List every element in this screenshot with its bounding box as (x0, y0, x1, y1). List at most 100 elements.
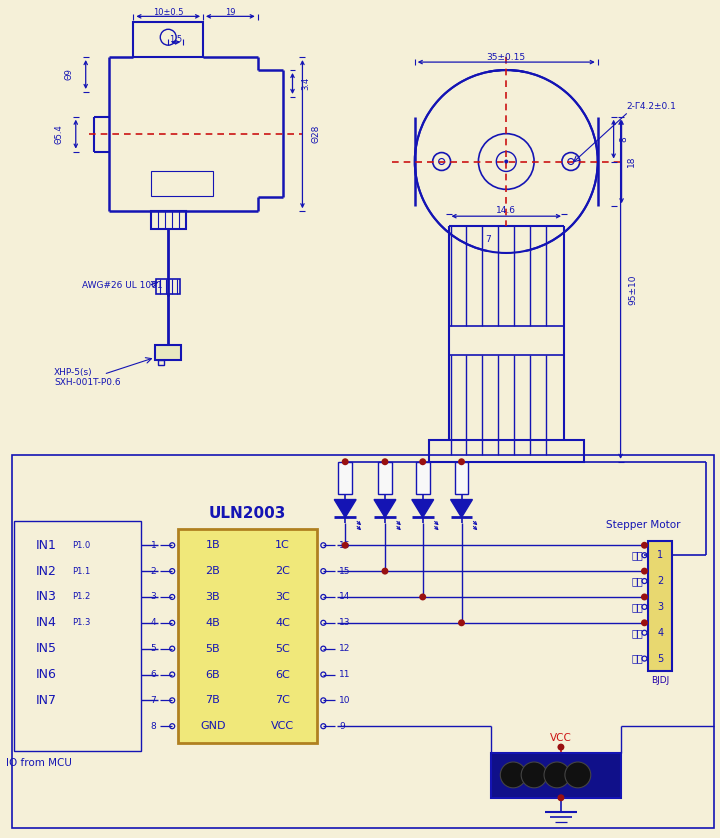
Text: 8: 8 (619, 137, 628, 142)
Circle shape (458, 619, 465, 626)
Text: IN3: IN3 (36, 591, 57, 603)
Text: 19: 19 (225, 8, 235, 17)
Circle shape (557, 743, 564, 751)
Circle shape (342, 458, 348, 465)
Polygon shape (334, 499, 356, 517)
Text: 10: 10 (339, 696, 351, 705)
Bar (158, 360, 164, 365)
Bar (428, 440, 584, 462)
Text: 35±0.15: 35±0.15 (487, 53, 526, 62)
Text: SXH-001T-P0.6: SXH-001T-P0.6 (54, 378, 120, 386)
Bar (14, 521, 141, 751)
Text: 2-Γ4.2±0.1: 2-Γ4.2±0.1 (626, 102, 676, 111)
Text: VCC: VCC (271, 722, 294, 732)
Text: 4C: 4C (275, 618, 290, 628)
Text: P1.3: P1.3 (72, 618, 90, 628)
Bar (378, 462, 392, 494)
Text: 4: 4 (150, 618, 156, 628)
Text: 6C: 6C (275, 670, 290, 680)
Text: 15: 15 (339, 566, 351, 576)
Bar (133, 23, 203, 57)
Circle shape (382, 458, 388, 465)
Circle shape (565, 762, 590, 788)
Text: 3C: 3C (275, 592, 290, 602)
Text: 2: 2 (657, 576, 663, 586)
Circle shape (458, 458, 465, 465)
Text: 14: 14 (339, 592, 351, 602)
Text: 14.6: 14.6 (496, 205, 516, 215)
Bar (415, 462, 430, 494)
Text: 紫色: 紫色 (631, 628, 644, 638)
Circle shape (500, 762, 526, 788)
Text: 3: 3 (150, 592, 156, 602)
Bar (12, 455, 714, 828)
Text: IN1: IN1 (36, 539, 57, 551)
Circle shape (382, 567, 388, 575)
Bar (178, 530, 318, 743)
Text: 1: 1 (657, 551, 663, 561)
Text: 7B: 7B (206, 696, 220, 706)
Circle shape (641, 619, 648, 626)
Text: Θ5.4: Θ5.4 (55, 124, 63, 144)
Text: 2C: 2C (275, 566, 290, 576)
Text: 5: 5 (150, 644, 156, 653)
Text: 4: 4 (657, 628, 663, 638)
Text: 7: 7 (485, 235, 491, 244)
Circle shape (641, 593, 648, 601)
Circle shape (641, 542, 648, 549)
Text: P1.0: P1.0 (72, 541, 90, 550)
Text: 4B: 4B (206, 618, 220, 628)
Text: 橙色: 橙色 (631, 576, 644, 586)
Text: IN4: IN4 (36, 616, 57, 629)
Polygon shape (412, 499, 433, 517)
Text: 16: 16 (339, 541, 351, 550)
Text: 5C: 5C (275, 644, 290, 654)
Circle shape (521, 762, 547, 788)
Text: Θ28: Θ28 (312, 125, 321, 143)
Text: 3B: 3B (206, 592, 220, 602)
Text: 95±10: 95±10 (628, 274, 637, 304)
Text: AWG#26 UL 1061: AWG#26 UL 1061 (82, 282, 162, 290)
Text: VCC: VCC (550, 733, 572, 743)
Text: 7C: 7C (275, 696, 290, 706)
Polygon shape (374, 499, 396, 517)
Polygon shape (451, 499, 472, 517)
Text: 1.5: 1.5 (169, 34, 182, 44)
Text: P1.1: P1.1 (72, 566, 90, 576)
Text: IO from MCU: IO from MCU (6, 758, 72, 768)
Text: 10±0.5: 10±0.5 (153, 8, 184, 17)
Text: Stepper Motor: Stepper Motor (606, 520, 680, 530)
Bar (156, 345, 181, 360)
Bar (491, 753, 621, 798)
Circle shape (419, 593, 426, 601)
Circle shape (557, 794, 564, 801)
Text: 11: 11 (339, 670, 351, 679)
Circle shape (504, 159, 508, 163)
Text: 5: 5 (657, 654, 663, 664)
Text: BJDJ: BJDJ (651, 676, 670, 685)
Text: 蓝色: 蓝色 (631, 654, 644, 664)
Text: 5B: 5B (206, 644, 220, 654)
Text: 3: 3 (657, 602, 663, 612)
Text: 红色: 红色 (631, 551, 644, 561)
Text: 9: 9 (339, 722, 345, 731)
Text: 13: 13 (339, 618, 351, 628)
Text: GND: GND (200, 722, 225, 732)
Text: 12: 12 (339, 644, 351, 653)
Text: IN6: IN6 (36, 668, 57, 681)
Circle shape (419, 458, 426, 465)
Text: XHP-5(s): XHP-5(s) (54, 368, 93, 377)
Text: 2: 2 (150, 566, 156, 576)
Text: 黄色: 黄色 (631, 602, 644, 612)
Text: 1: 1 (150, 541, 156, 550)
Bar (151, 211, 186, 229)
Circle shape (544, 762, 570, 788)
Bar (649, 541, 672, 670)
Text: 1B: 1B (206, 541, 220, 551)
Text: 2B: 2B (206, 566, 220, 576)
Text: 8: 8 (150, 722, 156, 731)
Text: 6: 6 (150, 670, 156, 679)
Text: 1C: 1C (275, 541, 290, 551)
Text: IN2: IN2 (36, 565, 57, 577)
Bar (454, 462, 469, 494)
